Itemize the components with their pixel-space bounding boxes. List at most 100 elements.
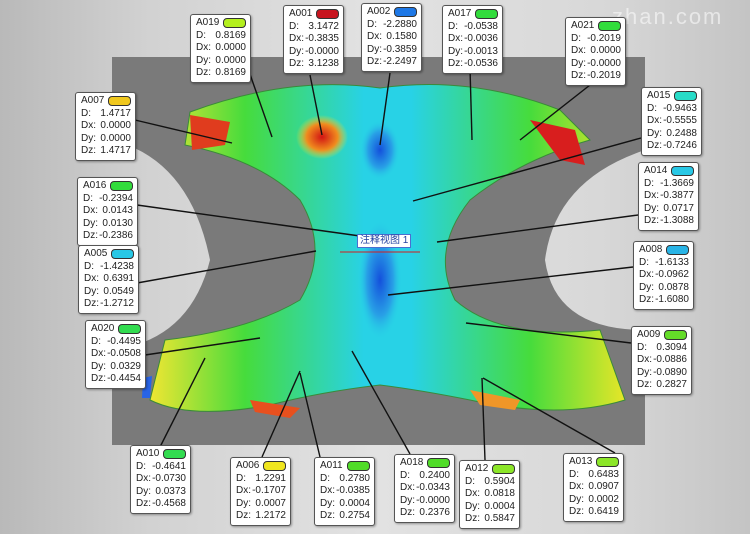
- callout-a005[interactable]: A005 D: -1.4238 Dx: 0.6391 Dy: 0.0549 Dz: -1.271…: [78, 245, 139, 314]
- field-label: D:: [236, 472, 246, 484]
- callout-id: A017: [448, 8, 472, 19]
- color-swatch: [263, 461, 286, 472]
- field-label: Dz:: [136, 498, 151, 509]
- callout-row-dy: Dy: -0.0890: [637, 367, 687, 380]
- callout-a010[interactable]: A010 D: -0.4641 Dx: -0.0730 Dy: 0.0373 Dz: -0.45…: [130, 445, 191, 514]
- field-label: D:: [465, 475, 475, 487]
- callout-a017[interactable]: A017 D: -0.0538 Dx: -0.0036 Dy: -0.0013 Dz: -0.0…: [442, 5, 503, 74]
- leader-line-a015: [412, 137, 642, 202]
- callout-a008[interactable]: A008 D: -1.6133 Dx: -0.0962 Dy: 0.0878 Dz: -1.60…: [633, 241, 694, 310]
- color-swatch: [163, 449, 186, 460]
- callout-row-d: D: 0.2400: [400, 470, 450, 483]
- color-swatch: [664, 330, 687, 341]
- callout-a001[interactable]: A001 D: 3.1472 Dx: -0.3835 Dy: -0.0000 Dz: 3.123…: [283, 5, 344, 74]
- field-value: -1.2712: [100, 298, 134, 309]
- callout-row-dz: Dz: -1.6080: [639, 294, 689, 307]
- field-label: Dy:: [637, 366, 652, 378]
- field-value: 0.0000: [590, 45, 621, 56]
- color-swatch: [674, 91, 697, 102]
- field-value: -0.4495: [107, 335, 141, 347]
- callout-a002[interactable]: A002 D: -2.2880 Dx: 0.1580 Dy: -0.3859 Dz: -2.24…: [361, 3, 422, 72]
- callout-row-d: D: -1.3669: [644, 178, 694, 191]
- field-value: 0.2488: [666, 127, 697, 139]
- field-label: Dz:: [81, 145, 96, 156]
- field-value: -0.7246: [663, 140, 697, 151]
- callout-id: A007: [81, 95, 105, 106]
- leader-line-a001: [309, 74, 323, 136]
- callout-row-dx: Dx: 0.0907: [569, 481, 619, 494]
- field-value: -0.0000: [416, 494, 450, 506]
- field-value: -0.4641: [152, 460, 186, 472]
- callout-a009[interactable]: A009 D: 0.3094 Dx: -0.0886 Dy: -0.0890 Dz: 0.282…: [631, 326, 692, 395]
- callout-a020[interactable]: A020 D: -0.4495 Dx: -0.0508 Dy: 0.0329 Dz: -0.44…: [85, 320, 146, 389]
- field-label: D:: [647, 102, 657, 114]
- callout-a012[interactable]: A012 D: 0.5904 Dx: 0.0818 Dy: 0.0004 Dz: 0.5847: [459, 460, 520, 529]
- callout-row-dz: Dz: -2.2497: [367, 56, 417, 69]
- callout-row-dy: Dy: -0.0000: [571, 58, 621, 71]
- callout-id: A010: [136, 448, 160, 459]
- callout-a014[interactable]: A014 D: -1.3669 Dx: -0.3877 Dy: 0.0717 Dz: -1.30…: [638, 162, 699, 231]
- callout-a013[interactable]: A013 D: 0.6483 Dx: 0.0907 Dy: 0.0002 Dz: 0.6419: [563, 453, 624, 522]
- field-value: -1.6080: [655, 294, 689, 305]
- callout-row-dy: Dy: 0.0130: [83, 218, 133, 231]
- callout-a006[interactable]: A006 D: 1.2291 Dx: -0.1707 Dy: 0.0007 Dz: 1.2172: [230, 457, 291, 526]
- color-swatch: [346, 461, 370, 472]
- callout-row-dx: Dx: 0.0000: [196, 42, 246, 55]
- field-value: 0.6483: [588, 468, 619, 480]
- callout-a007[interactable]: A007 D: 1.4717 Dx: 0.0000 Dy: 0.0000 Dz: 1.4717: [75, 92, 136, 161]
- callout-row-d: D: -2.2880: [367, 19, 417, 32]
- field-label: Dy:: [400, 494, 415, 506]
- field-label: Dz:: [320, 510, 335, 521]
- field-value: -0.0538: [464, 20, 498, 32]
- color-swatch: [596, 457, 619, 468]
- field-value: -0.4568: [152, 498, 186, 509]
- field-value: -0.0962: [655, 269, 689, 280]
- callout-row-dx: Dx: -0.0962: [639, 269, 689, 282]
- callout-id: A013: [569, 456, 593, 467]
- leader-line-a020: [144, 337, 261, 356]
- field-label: Dy:: [91, 360, 106, 372]
- field-value: 0.0717: [663, 202, 694, 214]
- callout-row-dz: Dz: -0.4568: [136, 498, 186, 511]
- annotation-view-label[interactable]: 注释视图 1: [357, 234, 412, 248]
- callout-row-d: D: -0.9463: [647, 103, 697, 116]
- field-label: Dy:: [81, 132, 96, 144]
- callout-row-dz: Dz: 0.2376: [400, 507, 450, 520]
- field-label: Dx:: [571, 45, 586, 56]
- callout-id: A016: [83, 180, 107, 191]
- callout-row-d: D: -1.4238: [84, 261, 134, 274]
- callout-id: A014: [644, 165, 668, 176]
- field-value: 0.2827: [656, 379, 687, 390]
- callout-row-dx: Dx: -0.0036: [448, 33, 498, 46]
- leader-line-a021: [519, 84, 591, 141]
- field-value: 0.5847: [484, 513, 515, 524]
- callout-a018[interactable]: A018 D: 0.2400 Dx: -0.0343 Dy: -0.0000 Dz: 0.237…: [394, 454, 455, 523]
- field-label: D:: [83, 192, 93, 204]
- callout-a011[interactable]: A011 D: 0.2780 Dx: -0.0385 Dy: 0.0004 Dz: 0.2754: [314, 457, 375, 526]
- callout-row-dy: Dy: 0.0878: [639, 282, 689, 295]
- callout-row-dy: Dy: 0.0004: [465, 501, 515, 514]
- field-value: -0.1707: [252, 485, 286, 496]
- field-value: 0.3094: [656, 341, 687, 353]
- callout-id: A021: [571, 20, 595, 31]
- callout-row-d: D: 1.2291: [236, 473, 286, 486]
- callout-id: A005: [84, 248, 108, 259]
- callout-a019[interactable]: A019 D: 0.8169 Dx: 0.0000 Dy: 0.0000 Dz: 0.8169: [190, 14, 251, 83]
- callout-id: A015: [647, 90, 671, 101]
- callout-a016[interactable]: A016 D: -0.2394 Dx: 0.0143 Dy: 0.0130 Dz: -0.238…: [77, 177, 138, 246]
- field-value: 3.1238: [308, 58, 339, 69]
- callout-a015[interactable]: A015 D: -0.9463 Dx: -0.5555 Dy: 0.2488 Dz: -0.72…: [641, 87, 702, 156]
- leader-line-a005: [136, 250, 317, 284]
- leader-line-a009: [465, 322, 632, 344]
- callout-a021[interactable]: A021 D: -0.2019 Dx: 0.0000 Dy: -0.0000 Dz: -0.20…: [565, 17, 626, 86]
- field-value: -0.9463: [663, 102, 697, 114]
- callout-id: A019: [196, 17, 220, 28]
- field-value: -0.0890: [653, 366, 687, 378]
- field-value: 0.0143: [102, 205, 133, 216]
- callout-row-d: D: 0.8169: [196, 30, 246, 43]
- field-value: -0.3859: [383, 43, 417, 55]
- callout-row-dy: Dy: 0.0002: [569, 494, 619, 507]
- field-label: Dx:: [637, 354, 652, 365]
- field-label: Dy:: [136, 485, 151, 497]
- callout-row-dy: Dy: 0.0329: [91, 361, 141, 374]
